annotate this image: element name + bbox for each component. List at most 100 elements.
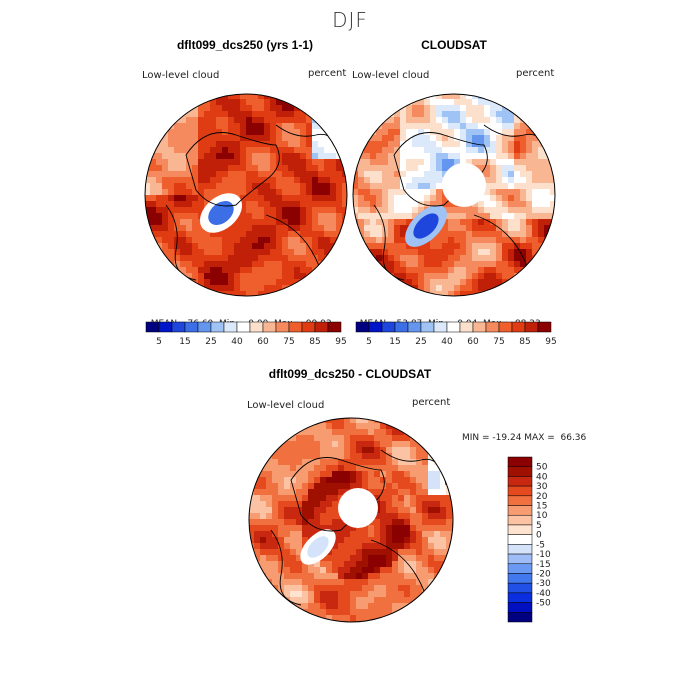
map3-cell (308, 429, 315, 436)
map2-cell (466, 243, 473, 250)
map1-cell (258, 129, 265, 136)
map3-cell (302, 489, 309, 496)
map1-cell (336, 135, 343, 142)
map1-cell (186, 225, 193, 232)
map1-cell (150, 177, 157, 184)
map2-cell (418, 267, 425, 274)
map2-cell (424, 273, 431, 280)
map1-cell (204, 135, 211, 142)
map2-cell (520, 141, 527, 148)
map2-cell (478, 99, 485, 106)
map1-cell (306, 213, 313, 220)
map3-cell (404, 591, 411, 598)
map3-cell (374, 435, 381, 442)
map1-cell (252, 135, 259, 142)
colorbar-tick-label: 60 (257, 337, 269, 347)
map2-cell (454, 273, 461, 280)
map1-cell (318, 147, 325, 154)
map2-cell (460, 291, 467, 296)
colorbar-tick-label: 95 (545, 337, 556, 347)
map1-cell (246, 273, 253, 280)
map3-cell (350, 573, 357, 580)
map2-cell (550, 195, 555, 202)
colorbar-swatch (381, 321, 396, 333)
map3-cell (368, 585, 375, 592)
map2-cell (376, 165, 383, 172)
map1-cell (282, 117, 289, 124)
map2-cell (406, 273, 413, 280)
map3-cell (254, 525, 261, 532)
map2-cell (412, 129, 419, 136)
map1-cell (198, 195, 205, 202)
map3-outline (248, 417, 454, 623)
map1-cell (312, 273, 319, 280)
map1-cell (288, 153, 295, 160)
map1-cell (306, 255, 313, 262)
map2-cell (424, 285, 431, 292)
map3-cell (308, 525, 315, 532)
map2-cell (472, 285, 479, 292)
map1-cell (276, 249, 283, 256)
map2-cell (472, 243, 479, 250)
map2-cell (436, 285, 443, 292)
map1-cell (306, 267, 313, 274)
map3-cell (440, 513, 447, 520)
map3-cell (404, 453, 411, 460)
map2-cell (430, 177, 437, 184)
map1-cell (318, 207, 325, 214)
map3-cell (392, 495, 399, 502)
colorbar-swatch (507, 466, 533, 477)
map1-cell (246, 141, 253, 148)
map2-cell (508, 153, 515, 160)
map3-cell (368, 429, 375, 436)
map1-cell (258, 207, 265, 214)
map3-cell (392, 591, 399, 598)
map1-cell (216, 147, 223, 154)
map3-cell (422, 519, 429, 526)
map3-cell (398, 537, 405, 544)
map1-cell (228, 135, 235, 142)
map3-cell (260, 495, 267, 502)
map1-cell (174, 213, 181, 220)
map2-cell (448, 285, 455, 292)
map2-cell (496, 147, 503, 154)
map1-cell (264, 99, 271, 106)
map3-cell (332, 555, 339, 562)
map2-cell (526, 225, 533, 232)
map3-cell (296, 483, 303, 490)
map1-cell (216, 267, 223, 274)
map2-cell (520, 129, 527, 136)
map2-cell (550, 243, 555, 250)
map1-cell (168, 147, 175, 154)
map3-cell (338, 609, 345, 616)
map1-cell (318, 195, 325, 202)
map2-cell (502, 165, 509, 172)
map3-cell (410, 591, 417, 598)
map1-cell (198, 159, 205, 166)
map2-cell (394, 219, 401, 226)
colorbar-tick-label: -10 (536, 550, 551, 560)
map3-cell (332, 597, 339, 604)
map1-cell (276, 195, 283, 202)
map1-cell (300, 153, 307, 160)
colorbar-tick-label: 5 (536, 521, 542, 531)
map3-cell (284, 447, 291, 454)
map2-cell (376, 261, 383, 268)
map1-cell (222, 183, 229, 190)
map2-cell (472, 213, 479, 220)
colorbar-swatch (446, 321, 461, 333)
map2-cell (496, 165, 503, 172)
map2-cell (484, 249, 491, 256)
map3-cell (368, 555, 375, 562)
map1-cell (240, 231, 247, 238)
map3-cell (428, 555, 435, 562)
map1-cell (162, 201, 169, 208)
map1-cell (192, 267, 199, 274)
map2-cell (382, 171, 389, 178)
map1-cell (330, 129, 337, 136)
map1-cell (168, 141, 175, 148)
map1-cell (210, 249, 217, 256)
map3-cell (338, 465, 345, 472)
map3-cell (392, 477, 399, 484)
map3-cell (284, 567, 291, 574)
